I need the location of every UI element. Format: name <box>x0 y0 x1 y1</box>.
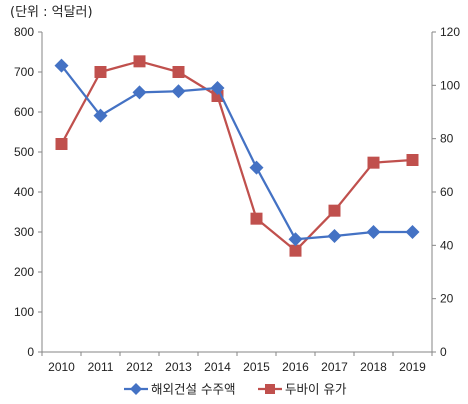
dubai-oil-price-point <box>133 55 146 68</box>
overseas-construction-orders-point <box>288 232 303 247</box>
y-right-tick-label: 80 <box>440 132 454 146</box>
overseas-construction-orders-point <box>405 225 420 239</box>
x-tick-label: 2014 <box>204 360 231 374</box>
dubai-oil-price-point <box>367 156 380 169</box>
y-left-tick-label: 600 <box>14 105 34 119</box>
series-layer <box>54 55 420 257</box>
legend-overseas-construction-orders-label: 해외건설 수주액 <box>151 382 235 397</box>
y-right-tick-label: 40 <box>440 238 454 252</box>
y-left-tick-label: 100 <box>14 305 34 319</box>
dubai-oil-price-point <box>250 212 263 225</box>
x-tick-label: 2016 <box>282 360 309 374</box>
y-left-tick-label: 300 <box>14 225 34 239</box>
y-left-tick-label: 800 <box>14 25 34 39</box>
legend-dubai-oil-price-label: 두바이 유가 <box>285 382 347 397</box>
x-tick-label: 2015 <box>243 360 270 374</box>
x-tick-label: 2017 <box>321 360 348 374</box>
y-right-tick-label: 100 <box>440 78 460 92</box>
overseas-construction-orders-point <box>327 229 342 243</box>
dubai-oil-price-point <box>289 244 302 257</box>
overseas-construction-orders-point <box>132 85 147 100</box>
dubai-oil-price-point <box>172 66 185 78</box>
y-left-tick-label: 700 <box>14 65 34 79</box>
overseas-construction-orders-point <box>249 160 264 175</box>
axes: 0 100 200 300 400 500 600 700 800 0 20 40 60 80 100 120… <box>14 25 460 374</box>
overseas-construction-orders-point <box>54 58 69 73</box>
y-right-tick-label: 0 <box>440 345 447 359</box>
dubai-oil-price-point <box>94 66 107 78</box>
dubai-oil-price-line <box>60 60 413 252</box>
y-left-tick-label: 200 <box>14 265 34 279</box>
y-right-tick-label: 120 <box>440 25 460 39</box>
unit-label: (단위 : 억달러) <box>10 5 93 20</box>
y-right-tick-label: 20 <box>440 292 454 306</box>
legend-dubai-oil-price-marker <box>265 384 275 394</box>
overseas-construction-orders-line <box>60 64 413 241</box>
dubai-oil-price-point <box>55 138 68 150</box>
x-tick-label: 2013 <box>165 360 192 374</box>
y-left-tick-label: 400 <box>14 185 34 199</box>
overseas-construction-orders-point <box>93 108 108 123</box>
overseas-construction-orders-point <box>210 81 225 95</box>
y-left-tick-label: 0 <box>27 345 34 359</box>
dubai-oil-price-point <box>406 154 419 166</box>
legend-overseas-construction-orders-marker <box>130 383 142 395</box>
x-tick-label: 2011 <box>88 360 114 374</box>
legend: 해외건설 수주액 두바이 유가 <box>124 382 347 397</box>
overseas-construction-orders-point <box>171 84 186 99</box>
y-right-tick-label: 60 <box>440 185 454 199</box>
y-left-tick-label: 500 <box>14 145 34 159</box>
x-tick-label: 2019 <box>399 360 426 374</box>
x-tick-label: 2012 <box>126 360 153 374</box>
x-tick-label: 2010 <box>48 360 75 374</box>
overseas-construction-orders-point <box>366 225 381 239</box>
x-tick-label: 2018 <box>360 360 387 374</box>
dubai-oil-price-point <box>328 204 341 217</box>
